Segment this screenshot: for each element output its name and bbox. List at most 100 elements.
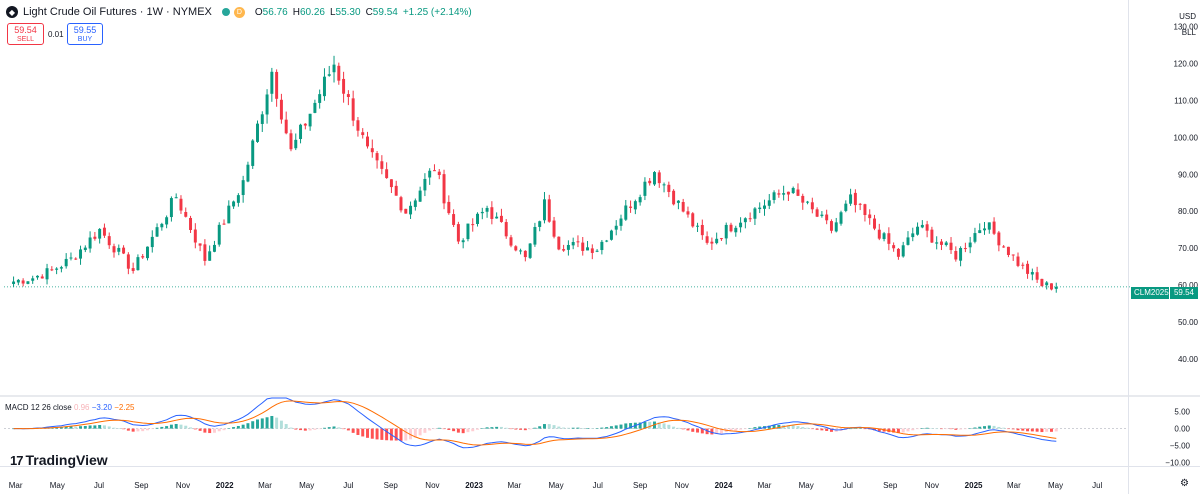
candle-body xyxy=(117,247,121,252)
candle-body xyxy=(509,237,513,246)
candle-body xyxy=(614,225,618,230)
time-tick-label: Sep xyxy=(633,481,648,490)
macd-signal-value: −2.25 xyxy=(114,403,135,412)
candle-body xyxy=(380,161,384,169)
macd-histogram-bar xyxy=(968,428,972,430)
macd-histogram-bar xyxy=(739,428,743,430)
candle-body xyxy=(825,214,829,221)
macd-histogram-bar xyxy=(98,425,102,429)
candle-body xyxy=(853,192,857,206)
macd-histogram-bar xyxy=(1035,428,1039,432)
candle-body xyxy=(600,241,604,251)
candle-body xyxy=(939,241,943,245)
time-tick-label: 2022 xyxy=(216,481,234,490)
tradingview-logo[interactable]: 17 TradingView xyxy=(10,452,108,468)
candle-body xyxy=(983,228,986,231)
time-tick-label: Jul xyxy=(343,481,353,490)
macd-histogram-bar xyxy=(208,428,212,434)
macd-histogram-bar xyxy=(681,428,685,430)
macd-histogram-bar xyxy=(375,428,379,440)
macd-histogram-bar xyxy=(552,425,556,429)
candle-body xyxy=(294,139,298,149)
macd-histogram-bar xyxy=(322,427,326,429)
macd-hist-value: 0.96 xyxy=(73,403,90,412)
candle-body xyxy=(332,64,336,73)
macd-histogram-bar xyxy=(595,428,599,429)
macd-histogram-bar xyxy=(648,421,652,429)
macd-histogram-bar xyxy=(64,426,68,429)
price-axis[interactable]: 130.00 120.00 110.00 100.00 90.00 80.00 70.00 6… xyxy=(1165,22,1198,467)
open-value: O56.76 xyxy=(254,6,288,18)
macd-histogram-bar xyxy=(169,424,173,429)
macd-histogram-bar xyxy=(896,428,900,434)
market-open-icon xyxy=(221,8,230,16)
macd-histogram-bar xyxy=(452,428,456,432)
candle-body xyxy=(423,178,427,191)
candle-body xyxy=(50,269,54,271)
logo-text: TradingView xyxy=(25,452,108,468)
macd-histogram-bar xyxy=(461,428,465,434)
symbol-title[interactable]: Light Crude Oil Futures · 1W · NYMEX xyxy=(23,6,212,18)
candle-body xyxy=(265,94,269,115)
candle-body xyxy=(107,236,111,246)
candle-body xyxy=(963,248,967,250)
macd-histogram-bar xyxy=(743,428,747,430)
time-axis[interactable]: Mar May Jul Sep Nov 2022 Mar May Jul Sep Nov 2023 Ma… xyxy=(9,481,1103,490)
sell-label: SELL xyxy=(16,36,35,43)
macd-histogram-bar xyxy=(480,428,484,429)
macd-histogram-bar xyxy=(605,427,609,429)
macd-legend[interactable]: MACD 12 26 close 0.96 −3.20 −2.25 xyxy=(5,403,134,412)
candle-body xyxy=(418,190,422,202)
candle-body xyxy=(935,242,939,244)
candle-body xyxy=(892,245,896,249)
macd-histogram-bar xyxy=(1040,428,1044,433)
time-tick-label: Nov xyxy=(425,481,439,490)
candle-body xyxy=(968,242,972,248)
macd-histogram-bar xyxy=(404,428,408,441)
candle-body xyxy=(480,211,484,214)
macd-histogram-bar xyxy=(117,428,121,429)
candle-body xyxy=(150,236,154,248)
candle-body xyxy=(337,65,341,81)
macd-histogram-bar xyxy=(165,426,169,429)
macd-histogram-bar xyxy=(260,418,264,429)
macd-histogram-bar xyxy=(428,428,432,431)
macd-histogram-bar xyxy=(112,427,116,429)
buy-button[interactable]: 59.55 BUY xyxy=(67,23,103,45)
time-tick-label: May xyxy=(549,481,564,490)
macd-histogram-bar xyxy=(901,428,905,433)
macd-histogram-bar xyxy=(911,428,915,431)
candle-body xyxy=(346,94,350,98)
candle-body xyxy=(279,99,283,120)
macd-histogram-bar xyxy=(351,428,355,433)
currency-unit[interactable]: USD BLL xyxy=(1179,9,1196,41)
macd-histogram-bar xyxy=(236,426,240,429)
macd-histogram-bar xyxy=(997,426,1001,429)
sell-button[interactable]: 59.54 SELL xyxy=(7,23,44,45)
candle-body xyxy=(949,242,953,251)
candle-body xyxy=(399,197,403,211)
candle-body xyxy=(102,227,106,236)
macd-histogram-bar xyxy=(107,426,111,429)
candle-body xyxy=(566,244,570,250)
last-price-tag: 59.54 xyxy=(1170,287,1198,299)
macd-histogram-bar xyxy=(456,428,460,433)
candle-body xyxy=(55,268,59,270)
macd-histogram-bar xyxy=(772,425,776,429)
candle-body xyxy=(1016,256,1020,266)
macd-histogram-bar xyxy=(337,427,341,429)
macd-histogram-bar xyxy=(983,426,986,429)
candle-body xyxy=(1026,263,1030,274)
candle-body xyxy=(169,198,173,218)
candle-body xyxy=(184,212,188,217)
candle-body xyxy=(911,233,915,238)
macd-histogram-bar xyxy=(12,428,16,430)
macd-histogram-bar xyxy=(179,424,183,429)
gear-icon[interactable]: ⚙ xyxy=(1180,478,1189,489)
candle-body xyxy=(1011,254,1015,256)
candle-body xyxy=(528,243,532,258)
price-tick-label: 120.00 xyxy=(1174,59,1199,68)
macd-histogram-bar xyxy=(1026,428,1030,432)
candle-body xyxy=(810,202,814,210)
